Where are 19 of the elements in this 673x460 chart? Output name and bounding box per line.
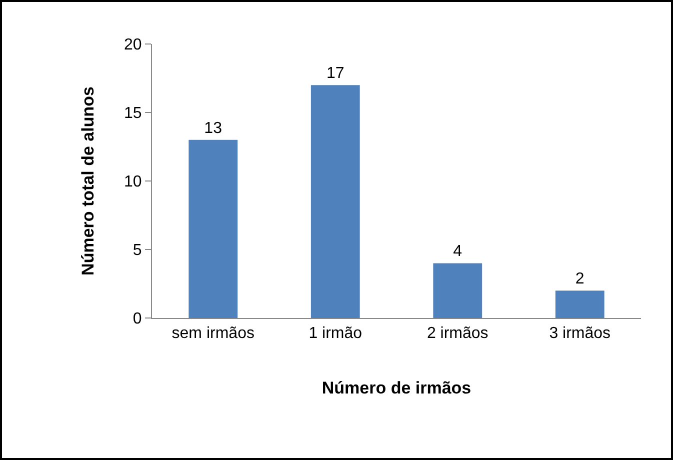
data-label: 17 xyxy=(326,65,344,82)
data-label: 4 xyxy=(453,243,462,260)
y-tick-label: 20 xyxy=(124,36,142,54)
x-tick-label: 1 irmão xyxy=(308,325,362,342)
x-tick-label: sem irmãos xyxy=(172,325,254,342)
y-axis-title: Número total de alunos xyxy=(78,86,98,276)
bar xyxy=(188,140,238,318)
data-label: 13 xyxy=(204,120,222,137)
bar xyxy=(433,263,482,318)
x-tick-label: 3 irmãos xyxy=(549,325,611,342)
x-tick-label: 2 irmãos xyxy=(426,325,488,342)
y-tick-label: 0 xyxy=(132,310,142,328)
y-tick-label: 5 xyxy=(132,242,142,260)
x-axis-title: Número de irmãos xyxy=(322,378,472,398)
y-tick-label: 15 xyxy=(124,105,142,122)
bar xyxy=(310,85,360,318)
y-tick-label: 10 xyxy=(124,174,142,191)
data-label: 2 xyxy=(575,270,584,288)
bar xyxy=(555,290,604,318)
